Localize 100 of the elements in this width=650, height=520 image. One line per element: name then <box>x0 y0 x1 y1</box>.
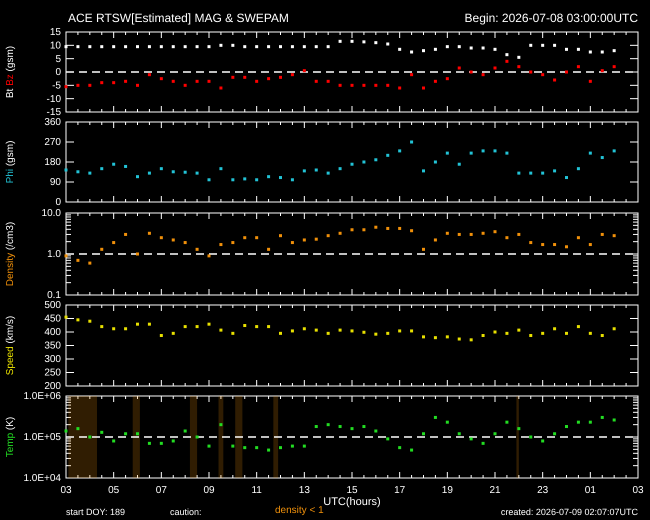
point <box>338 167 342 170</box>
point <box>398 446 402 450</box>
point <box>148 73 151 76</box>
point <box>76 170 80 174</box>
point <box>255 325 258 328</box>
point <box>148 172 151 175</box>
point <box>422 169 425 172</box>
x-tick-label: 17 <box>394 485 406 496</box>
point <box>279 234 282 238</box>
point <box>565 48 568 51</box>
point <box>374 41 378 44</box>
point <box>243 45 246 48</box>
point <box>458 338 461 341</box>
y-tick-label: 180 <box>44 157 62 168</box>
point <box>255 80 258 83</box>
point <box>422 335 425 338</box>
x-axis-title: UTC(hours) <box>323 496 381 508</box>
point <box>434 48 437 51</box>
point <box>136 175 139 178</box>
point <box>600 232 604 236</box>
point <box>494 149 496 152</box>
point <box>458 432 461 436</box>
point <box>290 241 294 244</box>
point <box>576 65 580 68</box>
point <box>196 45 199 48</box>
point <box>100 248 104 251</box>
y-tick-label: 250 <box>44 368 62 379</box>
y-tick-label: 10 <box>50 40 62 52</box>
point <box>482 149 485 152</box>
point <box>290 178 294 182</box>
y-tick-label: 500 <box>44 300 62 312</box>
point <box>148 442 151 445</box>
point <box>482 232 485 235</box>
point <box>148 232 151 235</box>
point <box>290 444 294 448</box>
y-tick-label: 1.0 <box>47 249 62 260</box>
point <box>470 152 473 155</box>
point <box>482 442 485 445</box>
point <box>112 439 116 442</box>
point <box>88 320 92 323</box>
point <box>517 427 520 430</box>
point <box>422 432 425 436</box>
point <box>588 243 592 246</box>
point <box>553 44 556 47</box>
point <box>267 45 270 48</box>
point <box>350 329 354 332</box>
point <box>88 45 92 48</box>
point <box>279 176 282 180</box>
point <box>600 156 604 160</box>
text: Speed <box>5 344 16 376</box>
point <box>219 243 222 246</box>
point <box>302 169 306 172</box>
point <box>148 322 151 326</box>
point <box>290 329 294 332</box>
text: Phi <box>5 166 16 184</box>
y-axis-title: (gsm) <box>5 140 16 166</box>
point <box>505 236 508 240</box>
point <box>374 332 378 336</box>
x-tick-label: 15 <box>346 485 358 496</box>
text: Bz <box>5 71 16 86</box>
point <box>112 327 116 330</box>
point <box>565 425 568 428</box>
point <box>446 232 449 235</box>
point <box>196 248 199 251</box>
point <box>422 49 425 52</box>
x-tick-label: 09 <box>203 485 215 496</box>
point <box>76 84 80 87</box>
point <box>208 322 210 326</box>
point <box>100 167 104 170</box>
point <box>100 81 104 84</box>
point <box>541 439 544 442</box>
point <box>576 420 580 424</box>
point <box>470 70 473 74</box>
point <box>76 258 80 262</box>
point <box>517 56 520 59</box>
point <box>160 442 163 445</box>
point <box>350 84 354 87</box>
y-tick-label: 350 <box>44 340 62 352</box>
point <box>184 430 187 433</box>
point <box>76 45 80 48</box>
point <box>529 44 532 47</box>
point <box>386 154 390 157</box>
point <box>600 50 604 54</box>
point <box>600 69 604 72</box>
point <box>470 437 473 440</box>
x-tick-label: 03 <box>632 485 644 496</box>
point <box>600 334 604 338</box>
point <box>517 65 520 68</box>
point <box>267 325 270 328</box>
point <box>160 77 163 80</box>
point <box>600 416 604 419</box>
point <box>124 45 128 48</box>
point <box>529 70 532 74</box>
point <box>576 167 580 170</box>
point <box>208 254 210 258</box>
point <box>338 232 342 235</box>
point <box>362 40 366 44</box>
point <box>434 238 437 242</box>
point <box>279 332 282 335</box>
chart-subtitle: Begin: 2026-07-08 03:00:00UTC <box>464 11 638 25</box>
